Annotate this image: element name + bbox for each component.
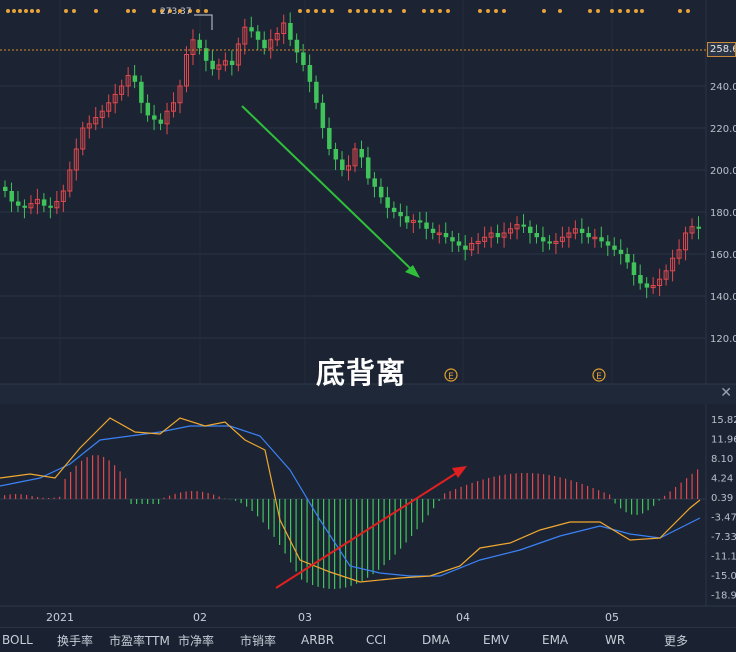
indicator-tab[interactable]: CCI [366,633,387,647]
headline-text: 底背离 [316,356,407,390]
dif-line [0,417,701,583]
macd-axis-label: 4.24 [711,474,733,485]
current-price-tag: 258.6 [707,42,736,57]
high-price-label: 273.37 [160,7,192,17]
macd-axis-label: -3.47 [711,513,736,524]
indicator-tab[interactable]: 换手率 [57,633,94,648]
price-axis-label: 180.0 [710,208,736,219]
time-axis: 2021 02 03 04 05 [46,611,619,624]
indicator-tab[interactable]: 更多 [664,633,689,648]
macd-axis-label: -18.9 [711,591,736,602]
macd-axis-label: -15.0 [711,571,736,582]
time-axis-label: 04 [456,611,470,624]
price-axis: 240.0 220.0 200.0 180.0 160.0 140.0 120.0 [710,82,736,345]
event-marker-label: E [596,372,602,382]
indicator-tab[interactable]: 市销率 [240,633,277,648]
indicator-tab[interactable]: 市盈率TTM [109,633,170,648]
indicator-tab[interactable]: BOLL [2,633,33,647]
high-leader-line [194,14,213,30]
indicator-tab[interactable]: 市净率 [178,633,215,648]
macd-axis: 15.82 11.96 8.10 4.24 0.39 -3.47 -7.33 -11.1 -15… [711,415,736,602]
macd-axis-label: 15.82 [711,415,736,426]
price-axis-label: 220.0 [710,124,736,135]
uptrend-arrow [275,466,467,589]
price-axis-label: 140.0 [710,292,736,303]
macd-axis-label: -11.1 [711,552,736,563]
event-marker-2[interactable]: E [592,368,606,382]
indicator-tab[interactable]: EMV [483,633,510,647]
macd-grid [0,404,707,606]
macd-axis-label: -7.33 [711,532,736,543]
price-axis-label: 240.0 [710,82,736,93]
price-grid [0,0,707,384]
price-axis-label: 120.0 [710,334,736,345]
indicator-tab-bar: BOLL 换手率 市盈率TTM 市净率 市销率 ARBR CCI DMA EMV EMA WR 更多 [0,627,736,652]
time-axis-label: 02 [193,611,207,624]
indicator-tab[interactable]: ARBR [301,633,335,647]
macd-panel-header [0,384,736,404]
indicator-tab[interactable]: WR [605,633,626,647]
close-icon[interactable]: ✕ [720,385,732,401]
event-marker-label: E [448,372,454,382]
event-dots-row [6,9,690,13]
candlesticks [3,12,702,299]
indicator-tab[interactable]: DMA [422,633,450,647]
downtrend-arrow [241,105,420,278]
time-axis-label: 2021 [46,611,74,624]
time-axis-label: 05 [605,611,619,624]
macd-axis-label: 8.10 [711,454,733,465]
dea-line [0,425,701,577]
macd-axis-label: 11.96 [711,435,736,446]
indicator-tab[interactable]: EMA [542,633,569,647]
event-marker-1[interactable]: E [444,368,458,382]
price-axis-label: 200.0 [710,166,736,177]
price-axis-label: 160.0 [710,250,736,261]
time-axis-label: 03 [298,611,312,624]
macd-axis-label: 0.39 [711,493,733,504]
